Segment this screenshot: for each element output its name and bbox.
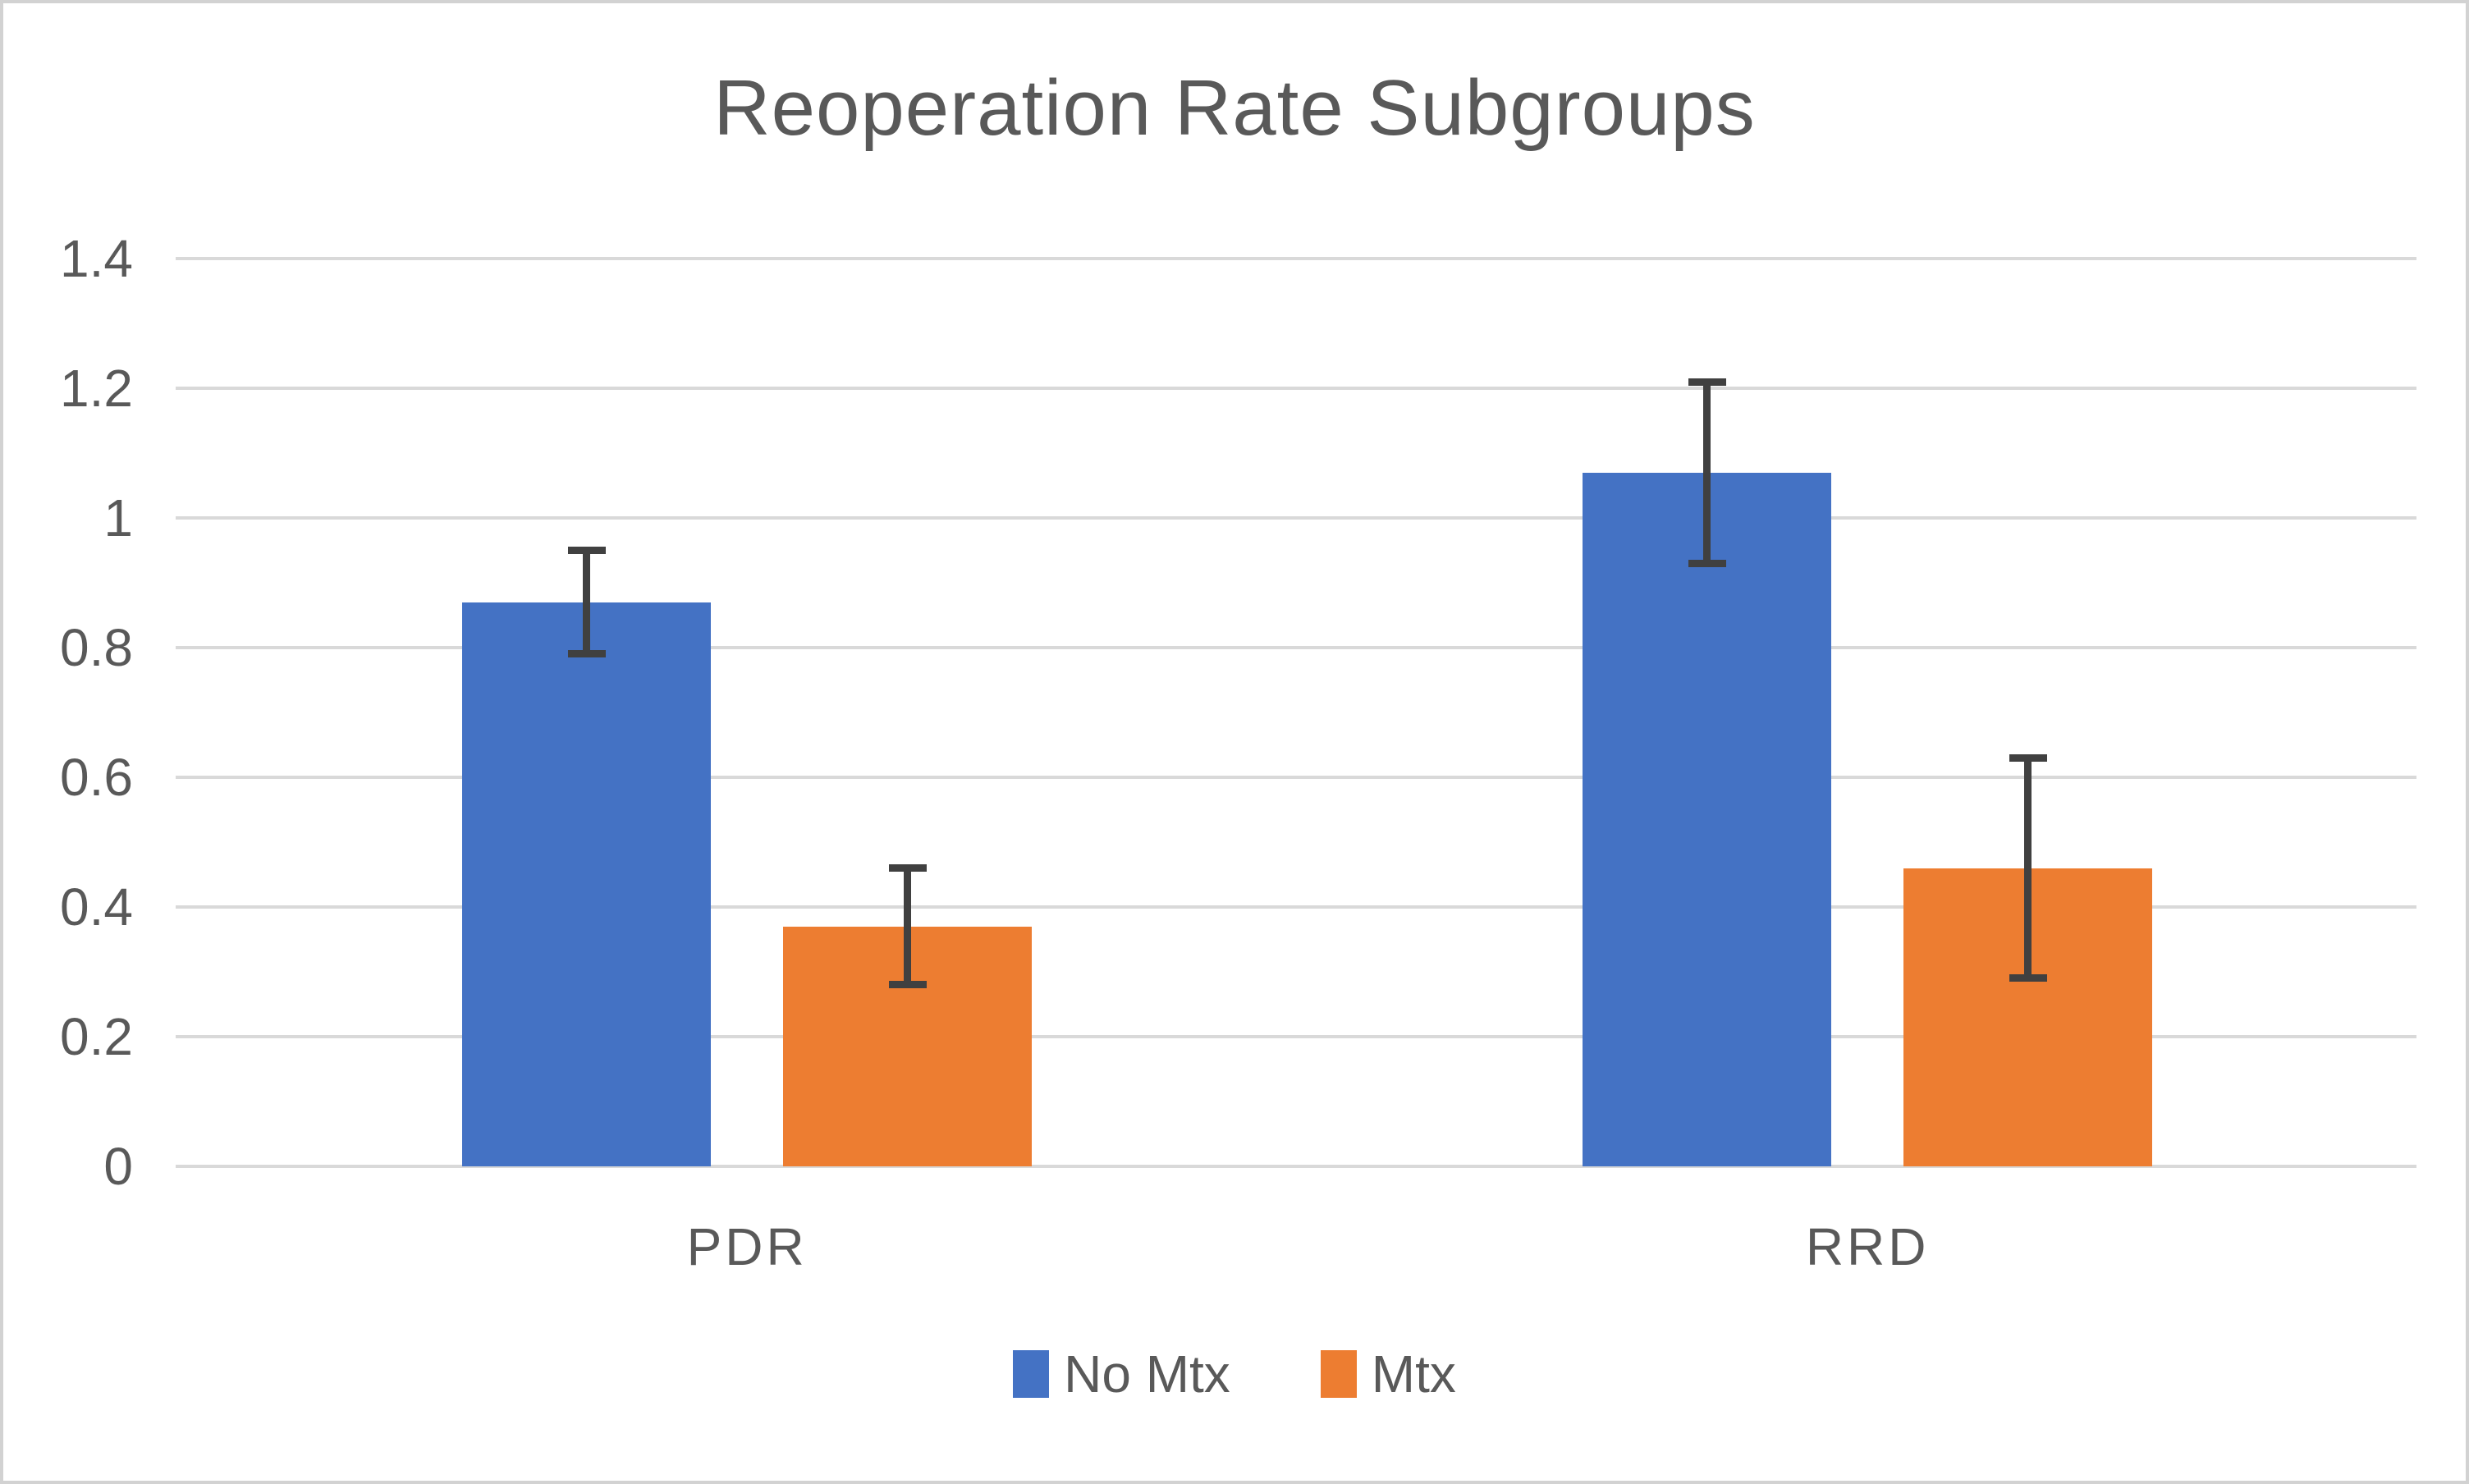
legend-swatch-mtx [1320,1350,1357,1398]
gridline-1-4 [176,257,2416,260]
y-axis-tick-label-0-4: 0.4 [60,877,133,937]
error-bar-cap-bottom-pdr-mtx [888,981,927,989]
y-axis-tick-label-1-4: 1.4 [60,229,133,288]
legend-label-no-mtx: No Mtx [1064,1344,1230,1404]
y-axis-tick-label-1-2: 1.2 [60,359,133,418]
y-axis-tick-label-0: 0 [103,1137,133,1196]
legend: No Mtx Mtx [3,1348,2466,1400]
x-axis-label-rrd: RRD [1805,1217,1930,1276]
bar-pdr-no-mtx [462,602,712,1166]
error-bar-cap-bottom-rrd-mtx [2009,974,2047,982]
error-bar-cap-top-pdr-no-mtx [567,547,606,554]
legend-label-mtx: Mtx [1371,1344,1456,1404]
y-axis-tick-label-0-8: 0.8 [60,618,133,677]
error-bar-cap-top-rrd-mtx [2009,753,2047,762]
y-axis-tick-label-1: 1 [103,488,133,547]
error-bar-pdr-no-mtx [583,550,591,654]
bar-rrd-no-mtx [1583,472,1832,1166]
gridline-0-8 [176,646,2416,649]
y-axis-tick-label-0-2: 0.2 [60,1007,133,1066]
error-bar-cap-top-rrd-no-mtx [1688,378,1726,386]
y-axis-tick-label-0-6: 0.6 [60,748,133,807]
gridline-0-6 [176,776,2416,779]
error-bar-rrd-mtx [2024,758,2032,978]
gridline-1-2 [176,387,2416,390]
gridline-1 [176,516,2416,520]
error-bar-cap-top-pdr-mtx [888,864,927,873]
gridline-0 [176,1165,2416,1168]
error-bar-pdr-mtx [904,868,912,985]
legend-item-mtx: Mtx [1320,1344,1456,1404]
error-bar-cap-bottom-pdr-no-mtx [567,650,606,658]
legend-item-no-mtx: No Mtx [1013,1348,1230,1400]
chart-title: Reoperation Rate Subgroups [713,64,1756,152]
legend-swatch-no-mtx [1013,1350,1050,1398]
error-bar-rrd-no-mtx [1703,382,1711,564]
gridline-0-4 [176,905,2416,909]
gridline-0-2 [176,1035,2416,1038]
x-axis-label-pdr: PDR [686,1217,808,1276]
error-bar-cap-bottom-rrd-no-mtx [1688,559,1726,567]
